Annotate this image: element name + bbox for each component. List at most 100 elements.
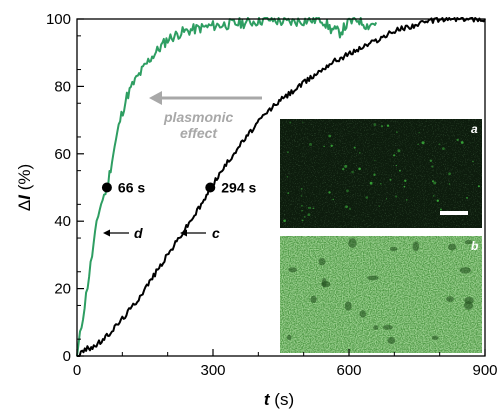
fluorescent-spot	[351, 170, 354, 174]
inset-panel-a: a	[280, 119, 482, 228]
fluorescent-spot	[395, 164, 397, 167]
half-time-label: 294 s	[221, 180, 256, 196]
dark-patch	[344, 301, 352, 311]
dark-patch	[412, 241, 420, 252]
fluorescent-spot	[472, 160, 474, 163]
series-line-c	[77, 17, 486, 357]
fluorescent-spot	[395, 195, 398, 198]
fluorescent-spot	[287, 192, 290, 195]
fluorescent-spot	[396, 131, 398, 134]
fluorescent-spot	[300, 195, 303, 197]
fluorescent-spot	[312, 207, 315, 209]
fluorescent-spot	[328, 191, 331, 194]
arrow-c-head	[180, 229, 187, 237]
fluorescent-spot	[358, 167, 361, 171]
fluorescent-spot	[342, 168, 345, 171]
dark-patch	[288, 267, 298, 273]
x-tick-label: 600	[336, 362, 361, 379]
fluorescent-spot	[286, 151, 289, 154]
fluorescent-spot	[309, 142, 312, 146]
y-axis-label: ΔI (%)	[15, 164, 34, 211]
fluorescent-spot	[448, 172, 451, 176]
fluorescent-spot	[286, 176, 289, 178]
fluorescent-spot	[405, 199, 408, 201]
fluorescent-spot	[399, 169, 401, 172]
curve-label-d: d	[134, 225, 143, 241]
fluorescent-spot	[386, 124, 390, 127]
dark-patch	[348, 238, 357, 248]
dark-patch	[310, 295, 317, 303]
fluorescent-spot	[403, 185, 406, 188]
fluorescent-spot	[380, 183, 382, 185]
dark-patch	[464, 296, 474, 305]
inset-panel-letter: b	[471, 239, 478, 253]
dark-patch	[387, 336, 396, 345]
dark-patch	[446, 296, 454, 302]
fluorescent-spot	[332, 198, 334, 201]
fluorescent-spot	[359, 152, 361, 154]
plasmonic-label-line1: plasmonic	[163, 109, 233, 125]
y-tick-label: 100	[46, 11, 71, 28]
plasmonic-arrow-head	[149, 91, 162, 105]
fluorescent-spot	[353, 146, 356, 149]
x-tick-label: 0	[73, 362, 81, 379]
arrow-d-head	[103, 229, 110, 237]
inset-images: ab	[280, 119, 482, 353]
dark-patch	[389, 246, 398, 252]
fluorescent-spot	[432, 195, 435, 197]
plasmonic-label-line2: effect	[180, 125, 218, 141]
fluorescent-spot	[289, 121, 292, 124]
fluorescent-spot	[421, 141, 425, 145]
y-tick-label: 80	[54, 78, 71, 95]
plot-frame	[76, 18, 486, 357]
fluorescent-spot	[301, 219, 304, 222]
fluorescent-spot	[393, 154, 396, 157]
fluorescent-spot	[431, 165, 434, 168]
fluorescent-spot	[369, 181, 373, 185]
half-time-marker	[205, 182, 216, 193]
dark-patch	[464, 239, 473, 245]
fluorescent-spot	[397, 149, 401, 153]
fluorescent-spot	[283, 219, 286, 223]
fluorescent-spot	[432, 180, 434, 183]
inset-panel-letter: a	[471, 122, 478, 136]
fluorescent-spot	[477, 185, 480, 188]
fluorescent-spot	[442, 147, 445, 151]
dark-patch	[359, 310, 366, 318]
dark-patch	[431, 335, 439, 340]
fluorescent-spot	[378, 205, 381, 207]
fluorescent-spot	[439, 208, 442, 211]
fluorescent-spot	[301, 210, 303, 212]
fluorescent-spot	[309, 206, 312, 209]
fluorescent-spot	[300, 204, 303, 207]
x-tick-label: 300	[200, 362, 225, 379]
fluorescent-spot	[373, 173, 376, 176]
dark-patch	[459, 267, 471, 274]
fluorescent-spot	[385, 198, 388, 200]
fluorescent-spot	[418, 132, 420, 134]
fluorescent-spot	[344, 164, 348, 168]
inset-texture	[280, 236, 482, 353]
fluorescent-spot	[389, 178, 392, 181]
fluorescent-spot	[460, 141, 464, 144]
dark-patch	[321, 281, 331, 288]
dark-patch	[318, 258, 326, 266]
y-tick-label: 20	[54, 281, 71, 298]
fluorescent-spot	[323, 145, 325, 148]
dark-patch	[383, 325, 393, 330]
dark-patch	[448, 243, 457, 251]
x-axis-label: t (s)	[264, 390, 294, 409]
dark-patch	[287, 334, 292, 340]
series-line-d	[76, 17, 378, 357]
scale-bar	[440, 211, 468, 215]
fluorescent-spot	[307, 207, 310, 209]
y-tick-label: 60	[54, 146, 71, 163]
fluorescent-spot	[417, 143, 419, 145]
fluorescent-spot	[374, 159, 376, 162]
y-tick-label: 40	[54, 213, 71, 230]
dark-patch	[367, 275, 379, 281]
fluorescent-spot	[330, 144, 333, 147]
fluorescent-spot	[436, 199, 439, 202]
